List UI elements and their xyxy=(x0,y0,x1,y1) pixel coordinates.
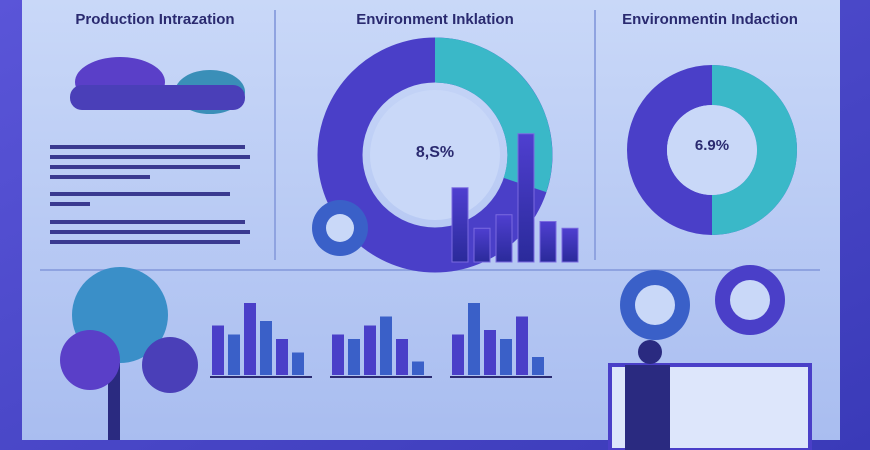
bar xyxy=(364,325,376,375)
panel-title: Production Intrazation xyxy=(75,11,234,28)
bar xyxy=(396,339,408,375)
panel-title: Environmentin Indaction xyxy=(622,11,798,28)
bar xyxy=(348,339,360,375)
gears xyxy=(620,265,785,340)
bar xyxy=(412,361,424,375)
bar xyxy=(473,227,491,263)
bar xyxy=(532,357,544,375)
tree xyxy=(60,267,198,440)
donut xyxy=(627,65,797,235)
bar xyxy=(276,339,288,375)
donut-label: 6.9% xyxy=(695,137,729,154)
bar xyxy=(292,352,304,375)
gear-icon xyxy=(326,214,354,242)
cloud xyxy=(70,57,245,114)
bar xyxy=(380,316,392,375)
bar xyxy=(228,334,240,375)
bar xyxy=(561,227,579,263)
bar xyxy=(451,187,469,263)
bar xyxy=(495,214,513,263)
bar xyxy=(516,316,528,375)
presenter xyxy=(608,340,812,450)
bar xyxy=(332,334,344,375)
bar xyxy=(212,325,224,375)
text-lines xyxy=(50,145,250,244)
donut-label: 8,S% xyxy=(416,144,454,161)
bar xyxy=(517,133,535,263)
bar xyxy=(260,321,272,375)
bar xyxy=(484,330,496,375)
bar xyxy=(539,221,557,263)
bar xyxy=(244,303,256,375)
bar xyxy=(452,334,464,375)
bar xyxy=(500,339,512,375)
bar xyxy=(468,303,480,375)
panel-title: Environment Inklation xyxy=(356,11,514,28)
